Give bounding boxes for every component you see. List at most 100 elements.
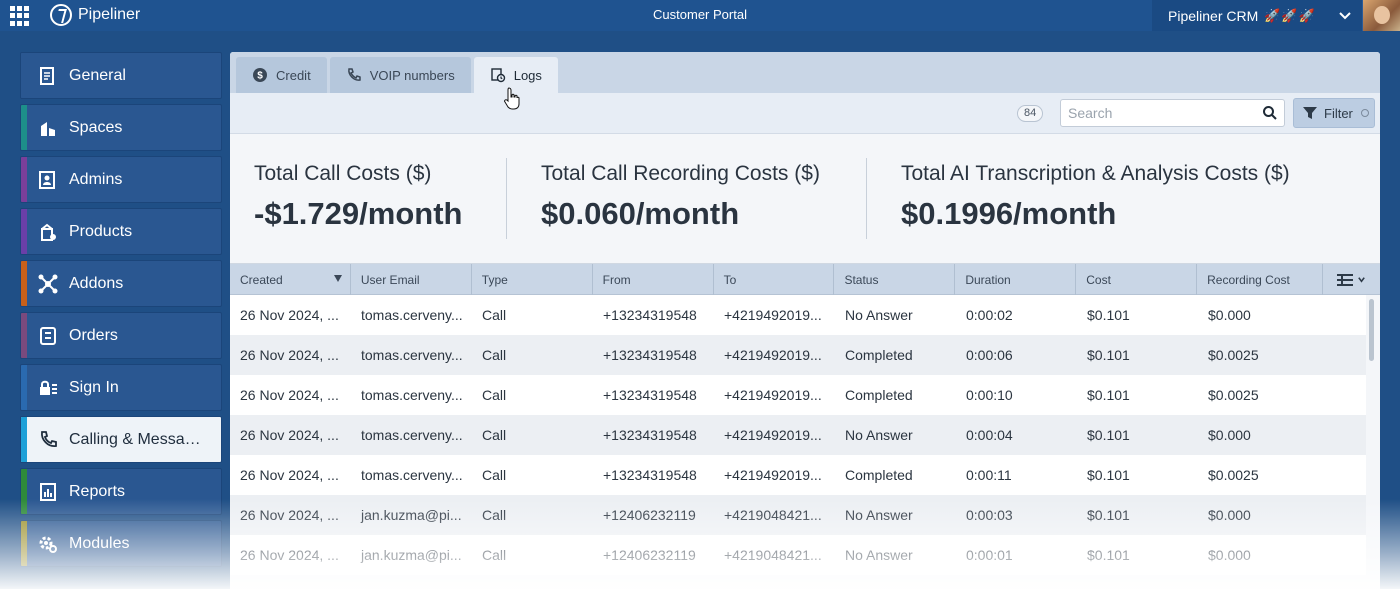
table-row[interactable]: 26 Nov 2024, ... tomas.cerveny... Call +132… — [230, 335, 1366, 375]
stat-value: -$1.729/month — [254, 196, 463, 231]
filter-button[interactable]: Filter — [1293, 98, 1375, 128]
column-header-created[interactable]: Created — [230, 264, 351, 295]
sidebar-item-orders[interactable]: Orders — [20, 312, 222, 359]
phone-icon — [37, 429, 59, 451]
brand-logo[interactable]: Pipeliner — [50, 4, 140, 26]
table-header: Created User Email Type From To Status Duratio… — [230, 264, 1380, 295]
sidebar-item-label: Admins — [69, 170, 123, 188]
column-header-cost[interactable]: Cost — [1076, 264, 1198, 295]
brand-name: Pipeliner — [78, 6, 141, 23]
tab-logs[interactable]: Logs — [473, 57, 558, 93]
column-header-label: Cost — [1086, 272, 1111, 287]
sidebar-item-general[interactable]: General — [20, 52, 222, 99]
search-icon[interactable] — [1262, 105, 1278, 121]
document-icon — [37, 65, 59, 87]
filter-label: Filter — [1324, 105, 1353, 121]
cell-duration: 0:00:04 — [966, 427, 1013, 443]
sidebar-item-spaces[interactable]: Spaces — [20, 104, 222, 151]
column-header-to[interactable]: To — [714, 264, 835, 295]
cell-recording-cost: $0.0025 — [1208, 467, 1259, 483]
cell-duration: 0:00:11 — [966, 467, 1012, 483]
cell-user-email: tomas.cerveny... — [361, 387, 463, 403]
tab-voip-numbers[interactable]: VOIP numbers — [329, 57, 471, 93]
sidebar-item-reports[interactable]: Reports — [20, 468, 222, 515]
sidebar-item-sign-in[interactable]: Sign In — [20, 364, 222, 411]
filter-icon — [1303, 107, 1317, 119]
cell-user-email: tomas.cerveny... — [361, 427, 463, 443]
table-row[interactable]: 26 Nov 2024, ... tomas.cerveny... Call +132… — [230, 375, 1366, 415]
products-icon — [37, 221, 59, 243]
column-settings-button[interactable] — [1323, 264, 1380, 295]
column-header-user-email[interactable]: User Email — [351, 264, 472, 295]
cell-status: No Answer — [845, 307, 913, 323]
cell-to: +4219048421... — [724, 507, 822, 523]
column-header-label: Status — [844, 272, 879, 287]
cell-duration: 0:00:06 — [966, 347, 1013, 363]
cell-status: No Answer — [845, 507, 913, 523]
table-row[interactable]: 26 Nov 2024, ... jan.kuzma@pi... Call +1240… — [230, 495, 1366, 535]
column-header-status[interactable]: Status — [834, 264, 956, 295]
table-body: 26 Nov 2024, ... tomas.cerveny... Call +132… — [230, 295, 1380, 575]
sidebar-item-label: Modules — [69, 534, 130, 552]
cell-cost: $0.101 — [1087, 547, 1130, 563]
sidebar-accent-stripe — [21, 209, 27, 254]
search-input[interactable] — [1061, 100, 1251, 126]
column-header-recording-cost[interactable]: Recording Cost — [1197, 264, 1324, 295]
sort-descending-icon[interactable] — [333, 275, 342, 282]
tab-label: Credit — [276, 67, 311, 83]
cell-cost: $0.101 — [1087, 347, 1130, 363]
table-row[interactable]: 26 Nov 2024, ... tomas.cerveny... Call +132… — [230, 295, 1366, 335]
cell-created: 26 Nov 2024, ... — [240, 467, 339, 483]
pipeliner-logo-icon — [50, 4, 72, 26]
cell-user-email: tomas.cerveny... — [361, 347, 463, 363]
sidebar-item-admins[interactable]: Admins — [20, 156, 222, 203]
main-panel: $ Credit VOIP numbers Logs 84 Filter — [230, 52, 1380, 589]
cell-cost: $0.101 — [1087, 427, 1130, 443]
cell-from: +12406232119 — [603, 547, 696, 563]
account-switcher[interactable]: Pipeliner CRM 🚀🚀🚀 — [1152, 0, 1400, 31]
sidebar-accent-stripe — [21, 157, 27, 202]
reports-icon — [37, 481, 59, 503]
cell-type: Call — [482, 507, 507, 523]
cell-status: No Answer — [845, 547, 913, 563]
sidebar-item-addons[interactable]: Addons — [20, 260, 222, 307]
lock-icon — [37, 377, 59, 399]
cell-created: 26 Nov 2024, ... — [240, 307, 339, 323]
cell-from: +13234319548 — [603, 347, 697, 363]
cell-recording-cost: $0.000 — [1208, 307, 1251, 323]
sidebar-item-calling-messaging[interactable]: Calling & Messaging — [20, 416, 222, 463]
apps-grid-icon[interactable] — [10, 6, 30, 26]
column-header-type[interactable]: Type — [472, 264, 593, 295]
table-row[interactable]: 26 Nov 2024, ... tomas.cerveny... Call +132… — [230, 455, 1366, 495]
column-header-label: Created — [240, 272, 283, 287]
column-header-duration[interactable]: Duration — [955, 264, 1077, 295]
chevron-down-icon[interactable] — [1337, 7, 1353, 23]
sidebar-item-products[interactable]: Products — [20, 208, 222, 255]
user-avatar[interactable] — [1362, 0, 1400, 31]
cell-user-email: jan.kuzma@pi... — [361, 507, 462, 523]
cell-created: 26 Nov 2024, ... — [240, 387, 339, 403]
cell-recording-cost: $0.0025 — [1208, 347, 1259, 363]
sidebar-accent-stripe — [21, 105, 27, 150]
cell-to: +4219492019... — [724, 427, 822, 443]
cell-to: +4219492019... — [724, 387, 822, 403]
cell-created: 26 Nov 2024, ... — [240, 507, 339, 523]
table-row[interactable]: 26 Nov 2024, ... tomas.cerveny... Call +132… — [230, 415, 1366, 455]
column-header-label: Type — [481, 272, 508, 287]
cell-user-email: jan.kuzma@pi... — [361, 547, 462, 563]
sidebar-item-modules[interactable]: Modules — [20, 520, 222, 567]
vertical-scrollbar[interactable] — [1369, 299, 1374, 361]
orders-icon — [37, 325, 59, 347]
cell-type: Call — [482, 387, 507, 403]
column-header-label: Recording Cost — [1207, 272, 1290, 287]
cell-recording-cost: $0.000 — [1208, 427, 1251, 443]
cell-status: Completed — [845, 347, 913, 363]
cell-created: 26 Nov 2024, ... — [240, 547, 339, 563]
column-header-from[interactable]: From — [593, 264, 714, 295]
tab-credit[interactable]: $ Credit — [236, 57, 327, 93]
stat-divider — [506, 158, 507, 239]
total-call-costs: Total Call Costs ($) -$1.729/month — [254, 162, 462, 232]
table-row[interactable]: 26 Nov 2024, ... jan.kuzma@pi... Call +1240… — [230, 535, 1366, 575]
addons-icon — [37, 273, 59, 295]
cost-summary: Total Call Costs ($) -$1.729/month Total… — [230, 134, 1380, 264]
